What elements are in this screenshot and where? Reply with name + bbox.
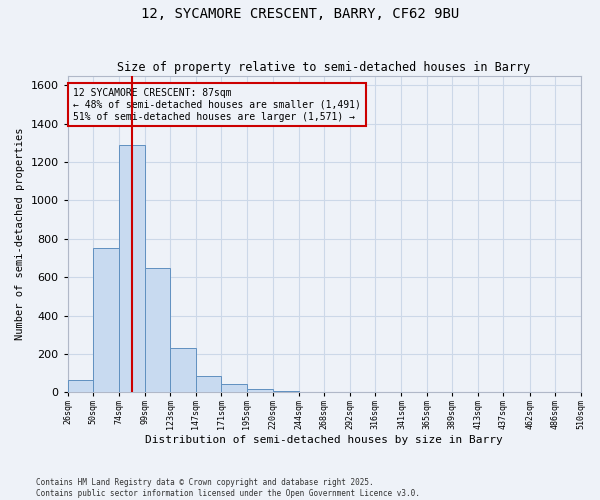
Bar xyxy=(119,145,145,392)
Y-axis label: Number of semi-detached properties: Number of semi-detached properties xyxy=(15,128,25,340)
Bar xyxy=(93,248,119,392)
Bar xyxy=(170,348,196,393)
Title: Size of property relative to semi-detached houses in Barry: Size of property relative to semi-detach… xyxy=(118,62,531,74)
Bar xyxy=(273,390,299,392)
Text: 12 SYCAMORE CRESCENT: 87sqm
← 48% of semi-detached houses are smaller (1,491)
51: 12 SYCAMORE CRESCENT: 87sqm ← 48% of sem… xyxy=(73,88,361,122)
Bar xyxy=(68,380,93,392)
Text: 12, SYCAMORE CRESCENT, BARRY, CF62 9BU: 12, SYCAMORE CRESCENT, BARRY, CF62 9BU xyxy=(141,8,459,22)
Bar xyxy=(196,376,221,392)
Bar xyxy=(221,384,247,392)
X-axis label: Distribution of semi-detached houses by size in Barry: Distribution of semi-detached houses by … xyxy=(145,435,503,445)
Text: Contains HM Land Registry data © Crown copyright and database right 2025.
Contai: Contains HM Land Registry data © Crown c… xyxy=(36,478,420,498)
Bar xyxy=(247,389,273,392)
Bar xyxy=(145,268,170,392)
